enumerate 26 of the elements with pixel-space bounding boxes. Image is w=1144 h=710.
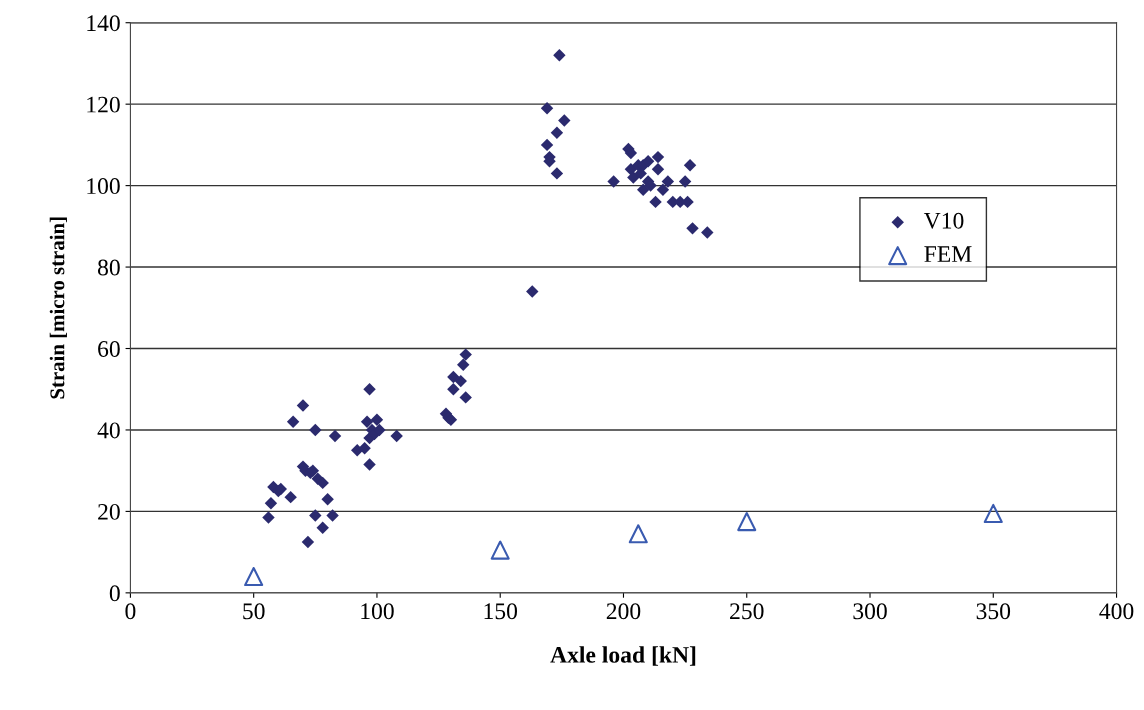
y-tick-label: 60 (98, 341, 120, 357)
x-tick-label: 200 (606, 603, 641, 620)
x-tick-label: 100 (361, 603, 394, 620)
x-tick-label: 250 (730, 603, 764, 620)
y-tick-label: 0 (109, 585, 120, 602)
legend-label: V10 (923, 212, 964, 229)
y-tick-label: 80 (97, 259, 120, 276)
legend-label: FEM (924, 246, 972, 262)
y-axis-title: Strain [micro strain] (49, 217, 67, 399)
y-tick-label: 40 (97, 422, 120, 439)
x-axis-title: Axle load [kN] (550, 646, 696, 666)
point (737, 512, 757, 532)
x-tick-label: 300 (853, 603, 887, 620)
x-tick-label: 50 (243, 603, 265, 620)
point (244, 567, 264, 587)
x-tick-label: 150 (484, 603, 518, 620)
point (490, 540, 510, 560)
x-tick-label: 400 (1099, 603, 1134, 620)
x-tick-label: 350 (976, 603, 1011, 620)
y-tick-label: 140 (87, 15, 120, 32)
y-tick-label: 120 (87, 96, 120, 113)
point (628, 524, 648, 544)
x-tick-label: 0 (125, 603, 136, 620)
y-tick-label: 100 (87, 178, 120, 195)
point (983, 503, 1003, 523)
y-tick-label: 20 (98, 503, 120, 520)
